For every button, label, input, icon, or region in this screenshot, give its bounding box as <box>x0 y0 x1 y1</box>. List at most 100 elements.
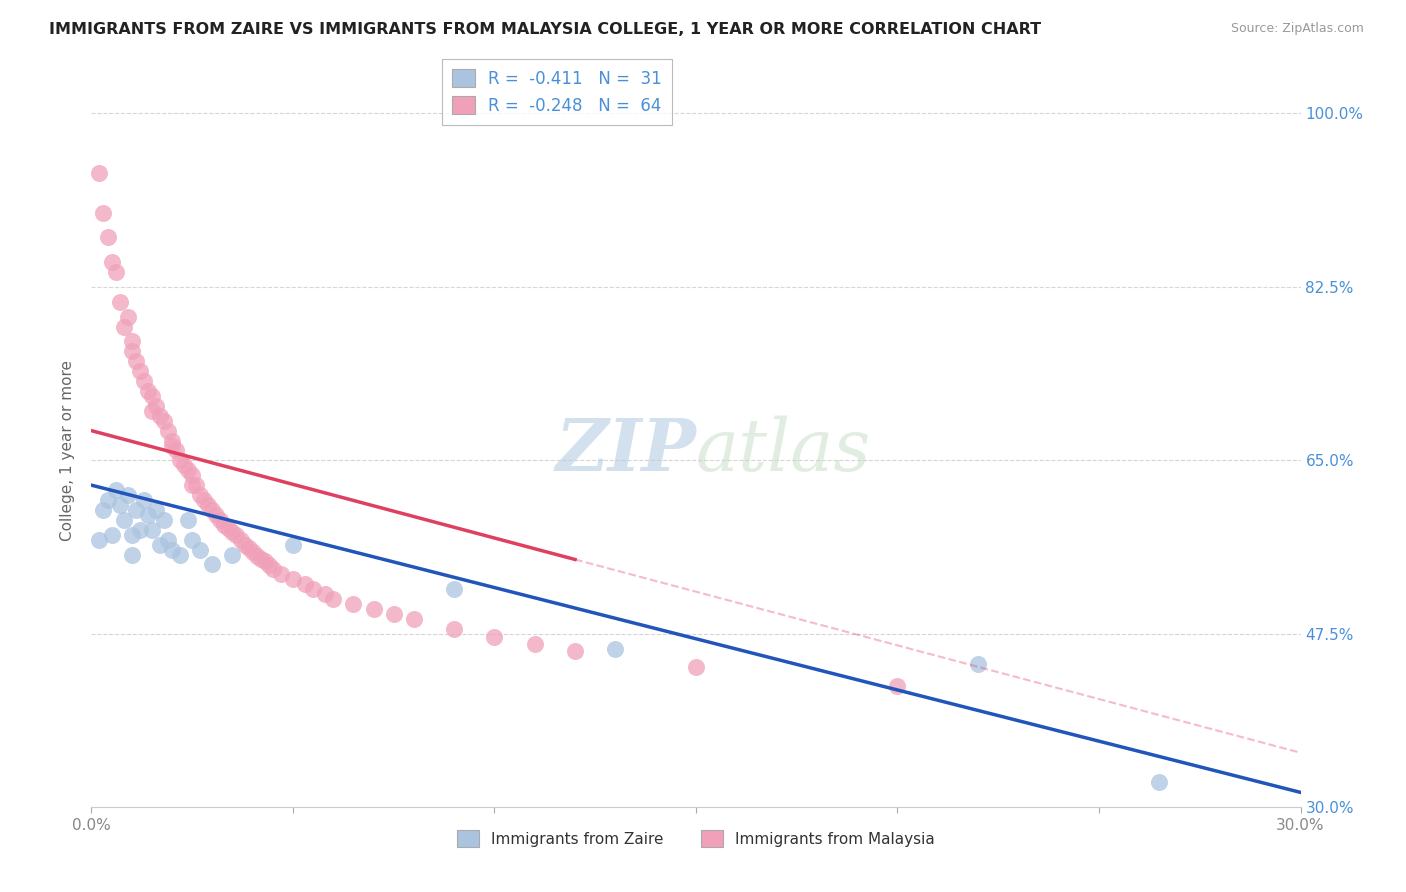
Point <box>153 513 176 527</box>
Point <box>229 533 252 547</box>
Point <box>104 265 127 279</box>
Point <box>141 389 163 403</box>
Point <box>262 562 284 576</box>
Point <box>177 513 200 527</box>
Point <box>1149 775 1171 789</box>
Point <box>197 498 219 512</box>
Point <box>141 523 163 537</box>
Point <box>564 643 586 657</box>
Point <box>89 533 111 547</box>
Point <box>233 538 256 552</box>
Point <box>443 582 465 597</box>
Point <box>96 230 118 244</box>
Point <box>100 527 122 541</box>
Point <box>217 521 239 535</box>
Point <box>209 513 232 527</box>
Point <box>153 414 176 428</box>
Point <box>302 582 325 597</box>
Point <box>136 508 159 522</box>
Point <box>141 404 163 418</box>
Point <box>181 478 204 492</box>
Point <box>886 679 908 693</box>
Point <box>249 552 271 566</box>
Point <box>121 548 143 562</box>
Point <box>128 364 150 378</box>
Point <box>156 533 179 547</box>
Point <box>221 524 243 539</box>
Point <box>104 483 127 497</box>
Point <box>201 558 224 572</box>
Point <box>112 319 135 334</box>
Point <box>112 513 135 527</box>
Point <box>117 310 139 324</box>
Point <box>214 517 236 532</box>
Point <box>108 294 131 309</box>
Point <box>100 255 122 269</box>
Point <box>363 602 385 616</box>
Text: Source: ZipAtlas.com: Source: ZipAtlas.com <box>1230 22 1364 36</box>
Point <box>314 587 336 601</box>
Point <box>193 493 215 508</box>
Point <box>967 657 990 671</box>
Legend: Immigrants from Zaire, Immigrants from Malaysia: Immigrants from Zaire, Immigrants from M… <box>451 824 941 853</box>
Point <box>145 399 167 413</box>
Point <box>246 549 269 563</box>
Point <box>238 541 260 555</box>
Point <box>205 508 228 522</box>
Point <box>221 548 243 562</box>
Text: IMMIGRANTS FROM ZAIRE VS IMMIGRANTS FROM MALAYSIA COLLEGE, 1 YEAR OR MORE CORREL: IMMIGRANTS FROM ZAIRE VS IMMIGRANTS FROM… <box>49 22 1042 37</box>
Point <box>188 542 211 557</box>
Point <box>169 453 191 467</box>
Point <box>128 523 150 537</box>
Point <box>484 630 506 644</box>
Point <box>322 592 344 607</box>
Point <box>181 533 204 547</box>
Point <box>149 538 172 552</box>
Point <box>156 424 179 438</box>
Point <box>257 558 280 573</box>
Point <box>242 544 264 558</box>
Point <box>132 374 155 388</box>
Point <box>177 463 200 477</box>
Point <box>281 538 304 552</box>
Point <box>121 334 143 349</box>
Point <box>108 498 131 512</box>
Point <box>270 567 292 582</box>
Point <box>382 607 405 621</box>
Point <box>253 554 276 568</box>
Point <box>160 434 183 448</box>
Point <box>125 503 148 517</box>
Point <box>149 409 172 423</box>
Text: ZIP: ZIP <box>555 415 696 486</box>
Point <box>117 488 139 502</box>
Point <box>443 622 465 636</box>
Text: atlas: atlas <box>696 415 872 486</box>
Point <box>605 641 627 656</box>
Point <box>96 493 118 508</box>
Point <box>121 344 143 359</box>
Point <box>165 443 187 458</box>
Point <box>225 527 247 541</box>
Point <box>125 354 148 368</box>
Point <box>281 572 304 586</box>
Point <box>186 478 208 492</box>
Point <box>169 548 191 562</box>
Point <box>188 488 211 502</box>
Point <box>145 503 167 517</box>
Point <box>181 468 204 483</box>
Point <box>89 166 111 180</box>
Point <box>160 438 183 452</box>
Point <box>402 612 425 626</box>
Point <box>93 205 115 219</box>
Point <box>160 542 183 557</box>
Point <box>685 659 707 673</box>
Y-axis label: College, 1 year or more: College, 1 year or more <box>60 360 76 541</box>
Point <box>294 577 316 591</box>
Point <box>132 493 155 508</box>
Point <box>342 597 364 611</box>
Point <box>201 503 224 517</box>
Point <box>173 458 195 473</box>
Point <box>523 637 546 651</box>
Point <box>121 527 143 541</box>
Point <box>93 503 115 517</box>
